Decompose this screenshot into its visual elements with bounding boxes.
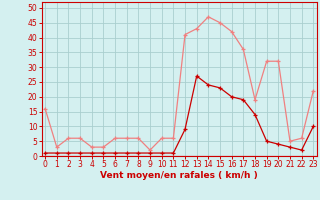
X-axis label: Vent moyen/en rafales ( km/h ): Vent moyen/en rafales ( km/h ) (100, 171, 258, 180)
